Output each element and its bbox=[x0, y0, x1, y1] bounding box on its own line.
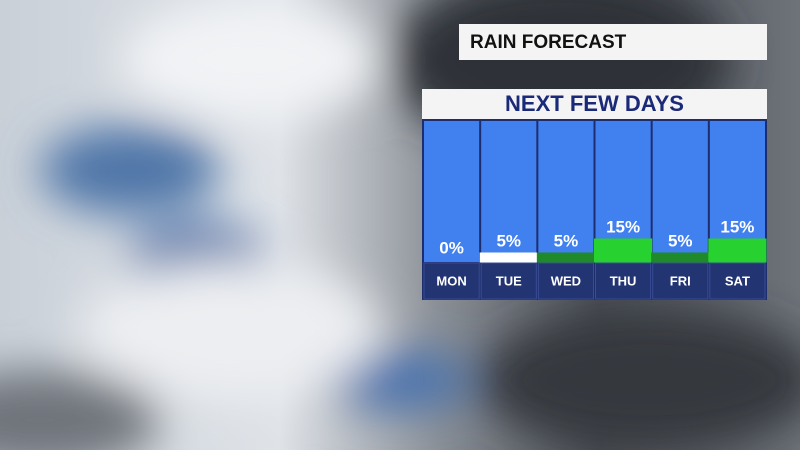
day-column bbox=[424, 121, 480, 262]
day-column bbox=[481, 121, 537, 262]
value-label: 0% bbox=[439, 238, 464, 257]
subtitle-box bbox=[422, 89, 767, 119]
day-label-cell bbox=[423, 262, 480, 300]
day-label-cell bbox=[595, 262, 652, 300]
bar bbox=[594, 238, 653, 263]
day-column bbox=[652, 121, 708, 262]
day-column bbox=[538, 121, 594, 262]
day-label-cell bbox=[537, 262, 594, 300]
day-label: FRI bbox=[670, 273, 691, 288]
chart-title: RAIN FORECAST bbox=[470, 32, 627, 53]
value-label: 15% bbox=[720, 217, 754, 236]
plot: MON 0% TUE 5% WED 5% THU 15% FRI 5% SAT 15% bbox=[423, 121, 767, 300]
value-label: 15% bbox=[606, 217, 640, 236]
bar bbox=[536, 252, 595, 263]
value-label: 5% bbox=[554, 231, 579, 250]
day-label: TUE bbox=[496, 273, 522, 288]
day-label-cell bbox=[652, 262, 709, 300]
day-label: MON bbox=[436, 273, 466, 288]
day-label: WED bbox=[551, 273, 581, 288]
day-label: THU bbox=[610, 273, 637, 288]
day-label-cell bbox=[480, 262, 537, 300]
value-label: 5% bbox=[496, 231, 521, 250]
day-label: SAT bbox=[725, 273, 750, 288]
bar bbox=[651, 252, 710, 263]
bar bbox=[708, 238, 767, 263]
day-label-cell bbox=[709, 262, 766, 300]
bar bbox=[479, 252, 538, 263]
title-box bbox=[459, 24, 767, 60]
chart-subtitle: NEXT FEW DAYS bbox=[505, 91, 684, 116]
value-label: 5% bbox=[668, 231, 693, 250]
